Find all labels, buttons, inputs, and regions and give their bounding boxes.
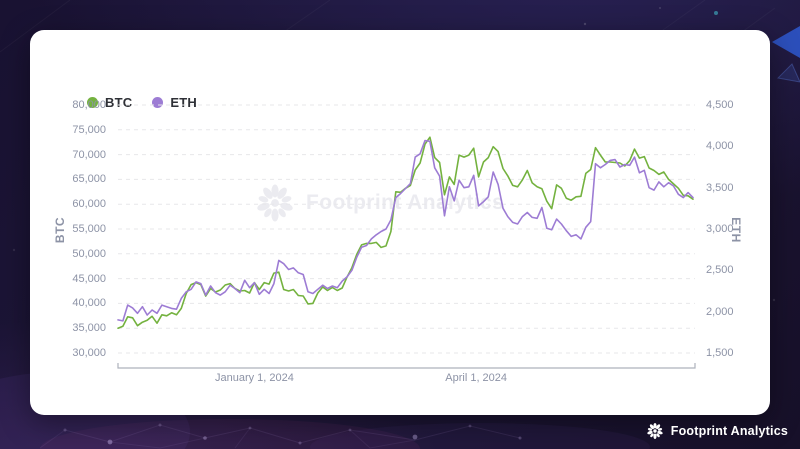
footprint-brand-text: Footprint Analytics — [670, 424, 788, 438]
right-axis-tick-label: 3,000 — [706, 223, 734, 235]
edge-triangle-accents — [772, 26, 800, 83]
right-axis-tick-label: 1,500 — [706, 347, 734, 359]
right-axis-tick-label: 4,000 — [706, 140, 734, 153]
left-axis-tick-label: 40,000 — [72, 297, 106, 310]
right-axis-tick-label: 4,500 — [706, 99, 734, 111]
left-axis-tick-label: 50,000 — [72, 247, 106, 260]
left-axis-tick-label: 75,000 — [72, 123, 106, 136]
eth-line-series[interactable] — [117, 139, 694, 322]
btc-line-series[interactable] — [117, 136, 694, 330]
right-axis-tick-label: 2,500 — [706, 264, 734, 277]
chart-legend: BTC ETH — [87, 95, 197, 110]
x-axis-tick-label: April 1, 2024 — [445, 372, 508, 384]
x-axis-tick-label: January 1, 2024 — [214, 372, 294, 384]
right-axis-tick-label: 3,500 — [706, 181, 734, 194]
chart-card: BTC ETH BTC ETH 80,000 75,000 70,000 65,000… — [30, 30, 770, 415]
left-axis-tick-label: 70,000 — [72, 148, 106, 161]
left-axis-tick-label: 45,000 — [72, 272, 106, 285]
line-chart-plot[interactable] — [30, 30, 770, 415]
left-axis-tick-label: 55,000 — [72, 223, 106, 235]
left-axis-tick-label: 65,000 — [72, 173, 106, 186]
btc-legend-dot — [87, 97, 98, 108]
btc-legend-label: BTC — [105, 95, 133, 110]
footprint-logo-icon — [647, 422, 663, 440]
legend-item-btc[interactable]: BTC — [87, 95, 132, 110]
left-axis-tick-label: 30,000 — [72, 347, 106, 359]
left-axis-tick-label: 80,000 — [72, 99, 106, 111]
left-axis-tick-label: 60,000 — [72, 198, 106, 211]
x-axis-line — [117, 363, 696, 369]
right-axis-tick-label: 2,000 — [706, 305, 734, 318]
legend-item-eth[interactable]: ETH — [152, 95, 197, 110]
eth-legend-dot — [152, 97, 164, 108]
eth-legend-label: ETH — [170, 95, 197, 110]
left-axis-tick-label: 35,000 — [72, 322, 106, 335]
footprint-analytics-brand: Footprint Analytics — [645, 421, 788, 441]
